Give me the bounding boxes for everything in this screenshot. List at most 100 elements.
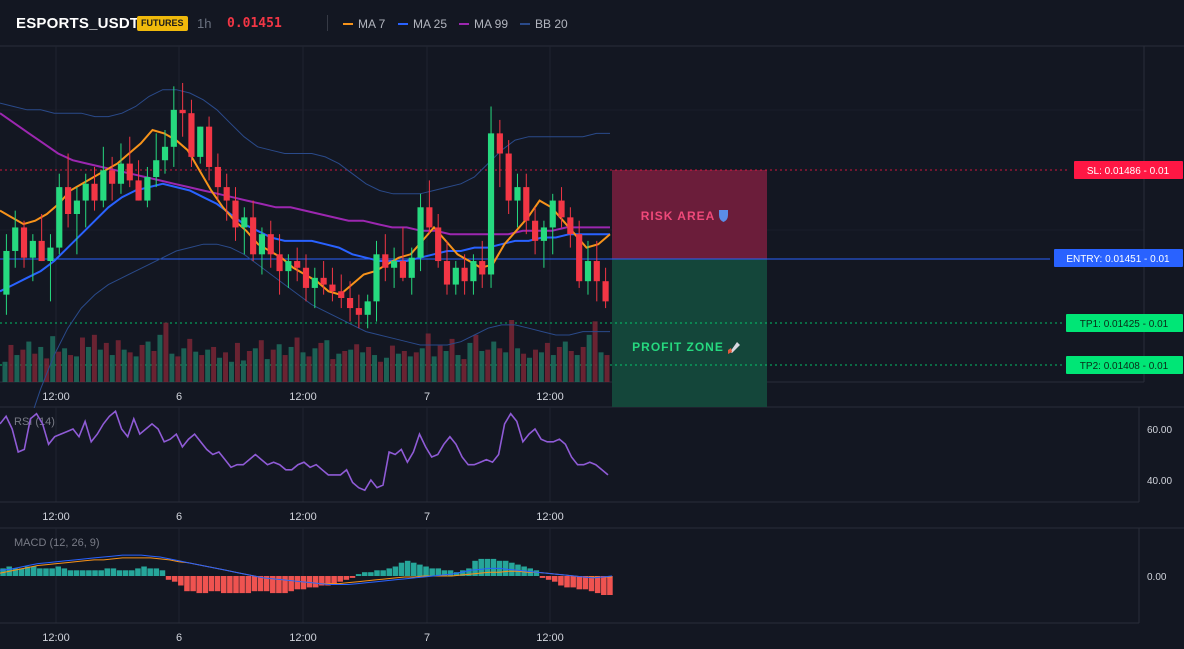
candle-body[interactable] (47, 247, 54, 262)
candle-body[interactable] (56, 187, 63, 248)
macd-histogram-bar (122, 570, 129, 576)
candle-body[interactable] (355, 308, 362, 315)
tp1-price-tag[interactable] (1066, 314, 1183, 332)
macd-pane[interactable]: MACD (12, 26, 9) 0.00 12:00 6 12:00 7 12… (0, 528, 1184, 649)
volume-bar (503, 352, 509, 382)
candle-body[interactable] (126, 163, 133, 181)
ma99-line (0, 112, 610, 236)
candle-body[interactable] (338, 291, 345, 298)
candle-body[interactable] (549, 200, 556, 228)
volume-bar (276, 344, 282, 382)
candle-body[interactable] (584, 261, 592, 282)
candle-body[interactable] (91, 183, 98, 201)
candle-body[interactable] (593, 261, 600, 282)
candle-body[interactable] (232, 200, 239, 228)
candle-body[interactable] (417, 207, 424, 258)
volume-bar (246, 351, 252, 382)
macd-histogram-bar (417, 564, 423, 576)
candle-body[interactable] (170, 109, 177, 147)
candle-body[interactable] (435, 227, 442, 262)
candle-body[interactable] (144, 177, 151, 201)
candle-body[interactable] (346, 298, 354, 309)
candle-body[interactable] (523, 187, 530, 221)
candle-body[interactable] (73, 200, 80, 214)
candle-body[interactable] (408, 257, 415, 278)
time-tick: 12:00 (42, 511, 70, 523)
candle-body[interactable] (153, 160, 160, 178)
candle-body[interactable] (320, 277, 327, 285)
candle-body[interactable] (161, 146, 169, 161)
candle-body[interactable] (205, 126, 213, 167)
candle-body[interactable] (258, 234, 266, 255)
candle-body[interactable] (487, 133, 495, 275)
candle-body[interactable] (223, 187, 230, 201)
price-chart-pane[interactable]: RISK AREA PROFIT ZONE SL: 0.01486 - 0.01… (0, 0, 1184, 408)
candle-body[interactable] (197, 126, 204, 157)
legend-ma7-label: MA 7 (358, 17, 386, 31)
candle-body[interactable] (250, 217, 257, 255)
macd-histogram-bar (490, 558, 497, 576)
candle-body[interactable] (311, 277, 318, 288)
candle-body[interactable] (567, 217, 574, 235)
macd-histogram-bar (460, 570, 466, 576)
candle-body[interactable] (100, 170, 107, 201)
candle-body[interactable] (461, 267, 468, 282)
candle-body[interactable] (179, 109, 186, 114)
candle-body[interactable] (214, 166, 221, 188)
timeframe-label[interactable]: 1h (197, 16, 212, 31)
candlesticks (3, 82, 609, 329)
candle-body[interactable] (505, 153, 512, 201)
candle-body[interactable] (20, 227, 28, 258)
candle-body[interactable] (3, 250, 10, 295)
candle-body[interactable] (135, 180, 142, 201)
candle-body[interactable] (364, 301, 371, 315)
candle-body[interactable] (329, 284, 336, 292)
volume-bar (437, 345, 443, 382)
candle-body[interactable] (391, 261, 398, 268)
candle-body[interactable] (373, 254, 380, 302)
tp2-price-tag[interactable] (1066, 356, 1183, 374)
candle-body[interactable] (514, 187, 521, 201)
candle-body[interactable] (38, 240, 45, 262)
candle-body[interactable] (267, 234, 274, 255)
candle-body[interactable] (382, 254, 389, 268)
profit-zone[interactable] (612, 259, 767, 407)
candle-body[interactable] (29, 240, 36, 258)
macd-histogram-bar (92, 570, 98, 576)
candle-body[interactable] (479, 261, 486, 275)
entry-price-tag[interactable] (1054, 249, 1183, 267)
candle-body[interactable] (188, 113, 195, 157)
candle-body[interactable] (285, 261, 292, 272)
macd-histogram-and-lines (0, 554, 613, 595)
candle-body[interactable] (558, 200, 565, 218)
sl-price-tag[interactable] (1074, 161, 1183, 179)
macd-histogram-bar (502, 560, 509, 576)
volume-bar (44, 358, 50, 382)
candle-body[interactable] (540, 227, 547, 241)
candle-body[interactable] (532, 220, 539, 241)
candle-body[interactable] (426, 207, 433, 228)
risk-area-zone[interactable] (612, 170, 767, 259)
candle-body[interactable] (470, 261, 477, 282)
volume-bars (2, 320, 610, 382)
candle-body[interactable] (65, 187, 72, 214)
candle-body[interactable] (276, 254, 283, 272)
symbol-name[interactable]: ESPORTS_USDT (16, 15, 140, 32)
candle-body[interactable] (602, 281, 609, 302)
candle-body[interactable] (302, 267, 310, 288)
candle-body[interactable] (294, 261, 301, 268)
candle-body[interactable] (82, 183, 89, 201)
candle-body[interactable] (576, 234, 583, 282)
candle-body[interactable] (496, 133, 503, 154)
candle-body[interactable] (443, 261, 451, 285)
volume-bar (181, 348, 187, 382)
rsi-pane[interactable]: RSI (14) 60.00 40.00 12:00 6 12:00 7 12:… (0, 407, 1184, 529)
volume-bar (419, 348, 425, 382)
candle-body[interactable] (109, 170, 116, 184)
candle-body[interactable] (12, 227, 19, 251)
candle-body[interactable] (117, 163, 125, 184)
candle-body[interactable] (452, 267, 459, 285)
candle-body[interactable] (399, 261, 407, 278)
rocket-flame (728, 348, 732, 354)
candle-body[interactable] (241, 217, 248, 228)
